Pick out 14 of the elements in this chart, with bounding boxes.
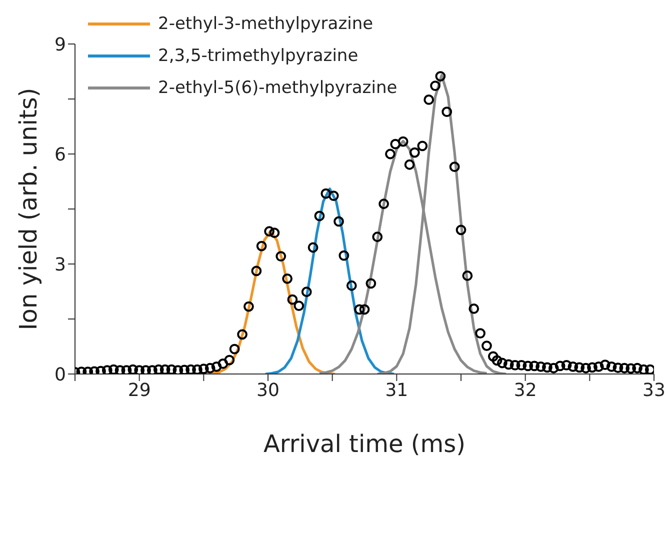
y-tick-label: 6 xyxy=(54,144,66,166)
y-tick-label: 0 xyxy=(54,364,66,386)
y-axis-title: Ion yield (arb. units) xyxy=(14,88,43,330)
x-axis-title: Arrival time (ms) xyxy=(263,430,466,458)
y-tick-label: 3 xyxy=(54,254,66,276)
y-tick-label: 9 xyxy=(54,34,66,56)
legend-label: 2,3,5-trimethylpyrazine xyxy=(158,46,358,66)
x-tick-label: 33 xyxy=(642,380,665,401)
x-tick-label: 32 xyxy=(514,380,537,401)
x-tick-label: 30 xyxy=(256,380,280,401)
x-tick-label: 31 xyxy=(385,380,408,401)
legend-label: 2-ethyl-5(6)-methylpyrazine xyxy=(158,78,398,98)
x-tick-label: 29 xyxy=(128,380,151,401)
legend-label: 2-ethyl-3-methylpyrazine xyxy=(158,14,374,34)
